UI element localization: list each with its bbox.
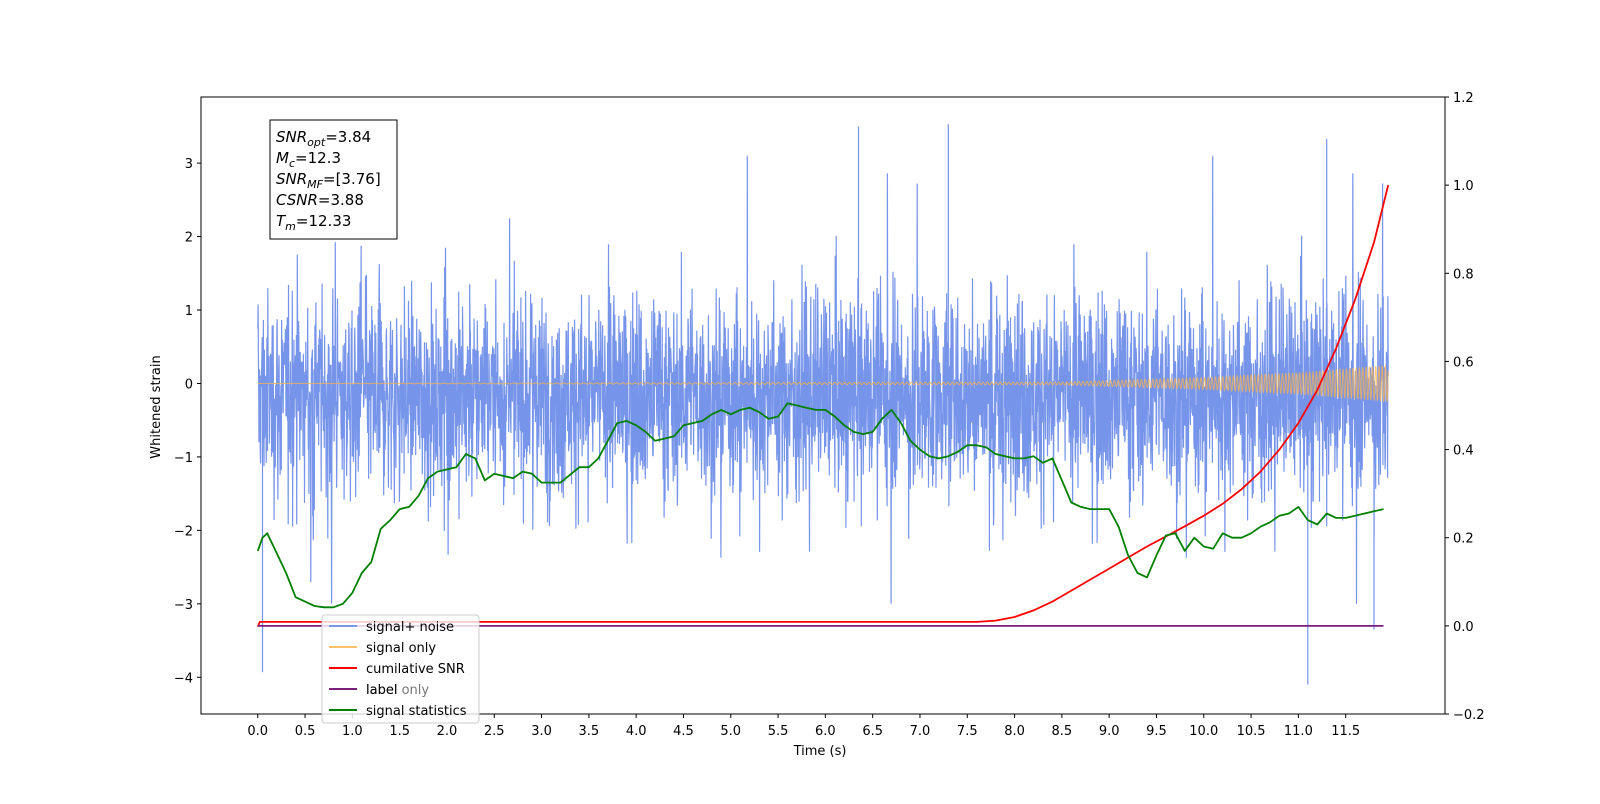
x-tick-label: 5.0 (720, 724, 741, 739)
y-left-tick-label: 0 (185, 377, 193, 392)
x-tick-label: 9.5 (1146, 724, 1167, 739)
y-right-tick-label: 1.2 (1453, 91, 1474, 106)
y-right-tick-label: 0.0 (1453, 620, 1474, 635)
plot-frame (200, 96, 1446, 715)
x-tick-label: 2.5 (484, 724, 505, 739)
annotation-line: Mc=12.3 (276, 149, 341, 170)
x-tick-label: 1.5 (389, 724, 410, 739)
annotation-line: SNRMF=[3.76] (276, 170, 381, 191)
x-tick-label: 2.0 (437, 724, 458, 739)
y-axis-label: Whitened strain (149, 355, 164, 458)
series-group (256, 124, 1390, 685)
y-left-tick-label: −1 (174, 451, 193, 466)
x-tick-label: 0.5 (295, 724, 316, 739)
y-right-tick-label: 0.2 (1453, 532, 1474, 547)
x-tick-label: 3.5 (579, 724, 600, 739)
x-tick-label: 10.0 (1189, 724, 1218, 739)
x-tick-label: 6.0 (815, 724, 836, 739)
legend-label-only-text: label only (366, 683, 429, 698)
plot-area (256, 124, 1390, 685)
y-left-tick-label: 3 (185, 157, 193, 172)
annotation-line: SNRopt=3.84 (276, 128, 371, 149)
series-signal-statistics (256, 402, 1384, 609)
legend-entry-label: label (366, 683, 397, 698)
x-tick-label: 11.0 (1284, 724, 1313, 739)
y-left-tick-label: 2 (185, 231, 193, 246)
legend-frame (321, 614, 480, 724)
annotation-frame (269, 119, 398, 240)
y-right-tick-label: 1.0 (1453, 179, 1474, 194)
x-tick-label: 5.5 (768, 724, 789, 739)
axes-layer: 0.0 0.5 1.0 1.5 2.0 2.5 3.0 3.5 4.0 4.5 5.0 5.5 6.0 6… (174, 91, 1485, 739)
legend-entry-label: signal+ noise (366, 620, 454, 635)
y-left-tick-label: −3 (174, 598, 193, 613)
x-tick-label: 9.0 (1099, 724, 1120, 739)
x-tick-label: 1.0 (342, 724, 363, 739)
x-tick-label: 6.5 (862, 724, 883, 739)
x-tick-label: 4.0 (626, 724, 647, 739)
y-right-tick-label: 0.8 (1453, 267, 1474, 282)
legend: label only signal+ noise signal only cumila… (321, 614, 480, 724)
x-tick-label: 7.0 (910, 724, 931, 739)
y-left-tick-label: 1 (185, 304, 193, 319)
x-tick-label: 3.0 (531, 724, 552, 739)
annotation-line: CSNR=3.88 (276, 191, 364, 209)
legend-entry-label: cumilative SNR (366, 662, 465, 677)
x-tick-label: 8.0 (1004, 724, 1025, 739)
x-tick-label: 8.5 (1052, 724, 1073, 739)
y-left-tick-label: −4 (174, 671, 193, 686)
x-tick-label: 10.5 (1237, 724, 1266, 739)
x-tick-label: 11.5 (1331, 724, 1360, 739)
legend-entry-label: signal statistics (366, 704, 467, 719)
y-right-tick-label: 0.4 (1453, 444, 1474, 459)
x-tick-label: 0.0 (247, 724, 268, 739)
y-right-tick-label: −0.2 (1453, 708, 1485, 723)
x-tick-label: 4.5 (673, 724, 694, 739)
y-right-tick-label: 0.6 (1453, 355, 1474, 370)
series-signal-only (257, 365, 1389, 403)
annotation-line: Tm=12.33 (276, 212, 351, 233)
legend-entry-label: signal only (366, 641, 436, 656)
y-left-tick-label: −2 (174, 524, 193, 539)
x-tick-label: 7.5 (957, 724, 978, 739)
x-axis-label: Time (s) (793, 744, 847, 759)
series-signal-noise (257, 124, 1389, 685)
